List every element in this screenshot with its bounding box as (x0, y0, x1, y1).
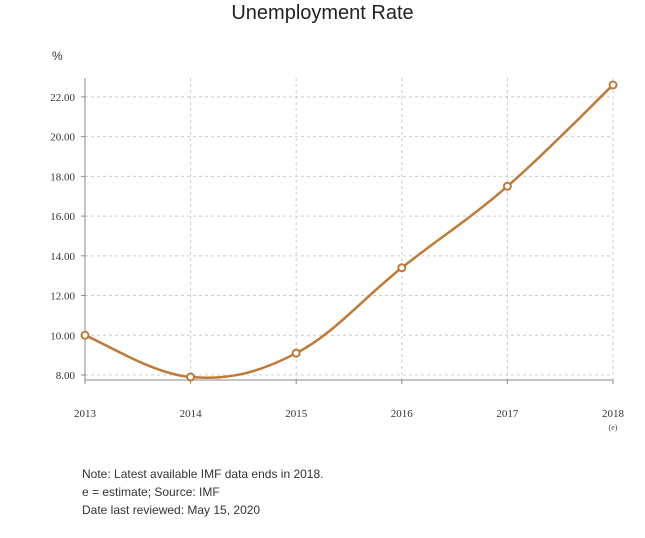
line-chart: % 8.00 10.00 12.00 14.00 16.00 18.00 20.00 22.0… (50, 49, 624, 432)
label-layer: 8.00 10.00 12.00 14.00 16.00 18.00 20.00 22.00 2… (50, 92, 624, 432)
note-line: Note: Latest available IMF data ends in … (82, 467, 324, 481)
x-tick-label: 2014 (180, 408, 203, 420)
data-point (291, 348, 301, 358)
x-tick-label: 2015 (285, 408, 308, 420)
y-tick-label: 22.00 (50, 92, 75, 104)
data-point (608, 80, 618, 90)
data-point (502, 181, 512, 191)
x-tick-label: 2017 (496, 408, 519, 420)
x-tick-label: 2016 (391, 408, 414, 420)
data-point (186, 372, 196, 382)
y-tick-label: 18.00 (50, 171, 75, 183)
y-tick-label: 10.00 (50, 330, 75, 342)
x-tick-annotation: (e) (609, 423, 618, 432)
grid-layer (84, 78, 614, 380)
y-tick-label: 16.00 (50, 211, 75, 223)
chart-notes: Note: Latest available IMF data ends in … (82, 465, 323, 519)
note-line: e = estimate; Source: IMF (82, 485, 220, 499)
x-tick-label: 2013 (74, 408, 97, 420)
y-tick-label: 20.00 (50, 132, 75, 144)
note-line: Date last reviewed: May 15, 2020 (82, 503, 261, 517)
x-tick-label: 2018 (602, 408, 625, 420)
series-line (84, 84, 614, 379)
chart-title: Unemployment Rate (231, 2, 414, 24)
y-tick-label: 8.00 (56, 370, 76, 382)
axis-layer (81, 78, 614, 384)
y-tick-label: 14.00 (50, 251, 75, 263)
data-point (80, 330, 90, 340)
y-axis-unit-label: % (52, 49, 63, 63)
data-point (397, 263, 407, 273)
y-tick-label: 12.00 (50, 291, 75, 303)
series-layer (80, 80, 618, 382)
